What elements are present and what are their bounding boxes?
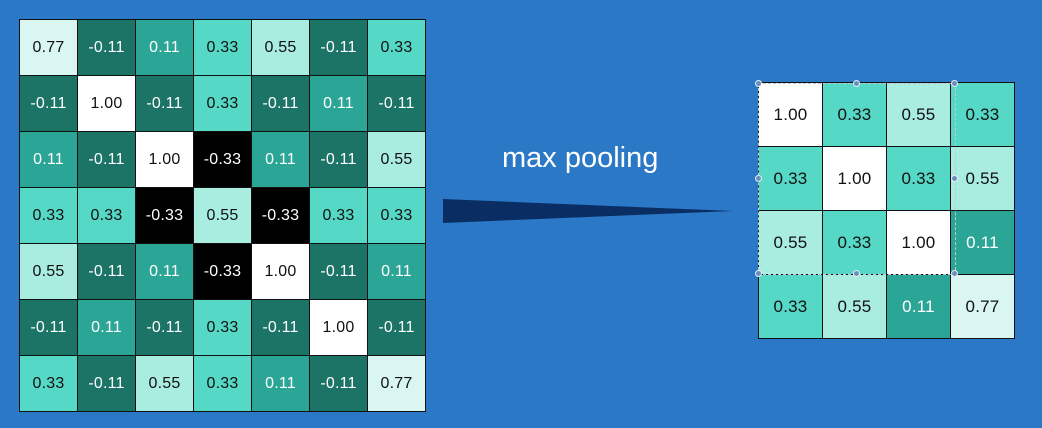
input-cell: 0.77: [368, 356, 425, 411]
arrow-shape: [443, 199, 733, 223]
input-cell: -0.11: [368, 76, 425, 131]
input-cell: 0.33: [368, 20, 425, 75]
input-cell: 0.33: [368, 188, 425, 243]
input-cell: -0.11: [78, 132, 135, 187]
input-cell: 0.55: [194, 188, 251, 243]
resize-handle[interactable]: [755, 80, 762, 87]
input-cell: -0.11: [310, 20, 367, 75]
input-cell: 0.11: [136, 20, 193, 75]
input-cell: -0.11: [136, 300, 193, 355]
input-cell: 0.33: [194, 356, 251, 411]
max-pooling-label: max pooling: [502, 142, 659, 174]
input-cell: 0.55: [136, 356, 193, 411]
input-cell: 0.55: [20, 244, 77, 299]
resize-handle[interactable]: [951, 270, 958, 277]
arrow-icon: [443, 199, 733, 223]
output-cell: 0.33: [759, 147, 822, 210]
input-cell: 0.11: [20, 132, 77, 187]
output-cell: 1.00: [759, 83, 822, 146]
output-cell: 0.33: [887, 147, 950, 210]
input-cell: -0.11: [20, 76, 77, 131]
input-cell: -0.33: [252, 188, 309, 243]
input-cell: 0.33: [20, 356, 77, 411]
input-cell: 0.11: [368, 244, 425, 299]
input-cell: 0.33: [20, 188, 77, 243]
output-cell: 0.55: [951, 147, 1014, 210]
input-cell: -0.11: [310, 132, 367, 187]
output-cell: 1.00: [823, 147, 886, 210]
output-cell: 0.55: [759, 211, 822, 274]
resize-handle[interactable]: [755, 270, 762, 277]
input-cell: 0.33: [194, 300, 251, 355]
input-cell: 0.77: [20, 20, 77, 75]
input-cell: -0.11: [20, 300, 77, 355]
output-cell: 1.00: [887, 211, 950, 274]
input-cell: -0.11: [78, 244, 135, 299]
resize-handle[interactable]: [951, 80, 958, 87]
output-matrix: 1.00 0.33 0.55 0.33 0.33 1.00 0.33 0.55 0.55 0.33…: [758, 82, 1015, 339]
resize-handle[interactable]: [755, 175, 762, 182]
input-cell: -0.11: [78, 20, 135, 75]
input-cell: -0.33: [194, 244, 251, 299]
input-cell: -0.11: [310, 356, 367, 411]
input-cell: 0.11: [252, 356, 309, 411]
input-cell: -0.11: [252, 300, 309, 355]
input-cell: 0.11: [136, 244, 193, 299]
input-cell: -0.11: [310, 244, 367, 299]
input-cell: -0.33: [194, 132, 251, 187]
output-cell: 0.33: [951, 83, 1014, 146]
resize-handle[interactable]: [853, 80, 860, 87]
input-cell: 0.55: [252, 20, 309, 75]
output-cell: 0.11: [951, 211, 1014, 274]
input-cell: 0.11: [310, 76, 367, 131]
output-cell: 0.77: [951, 275, 1014, 338]
input-cell: 1.00: [78, 76, 135, 131]
input-matrix: 0.77 -0.11 0.11 0.33 0.55 -0.11 0.33 -0.11 1.00-…: [19, 19, 426, 412]
resize-handle[interactable]: [951, 175, 958, 182]
output-cell: 0.33: [759, 275, 822, 338]
input-cell: -0.11: [136, 76, 193, 131]
input-cell: -0.11: [252, 76, 309, 131]
output-cell: 0.55: [823, 275, 886, 338]
input-cell: -0.11: [78, 356, 135, 411]
input-cell: 0.11: [252, 132, 309, 187]
resize-handle[interactable]: [853, 270, 860, 277]
input-cell: 1.00: [310, 300, 367, 355]
input-cell: 0.33: [310, 188, 367, 243]
input-cell: 1.00: [252, 244, 309, 299]
output-cell: 0.33: [823, 211, 886, 274]
input-cell: -0.11: [368, 300, 425, 355]
output-cell: 0.55: [887, 83, 950, 146]
input-cell: 1.00: [136, 132, 193, 187]
input-cell: 0.33: [194, 20, 251, 75]
output-cell: 0.11: [887, 275, 950, 338]
input-cell: 0.11: [78, 300, 135, 355]
input-cell: 0.33: [78, 188, 135, 243]
output-cell: 0.33: [823, 83, 886, 146]
input-cell: 0.55: [368, 132, 425, 187]
input-cell: -0.33: [136, 188, 193, 243]
input-cell: 0.33: [194, 76, 251, 131]
